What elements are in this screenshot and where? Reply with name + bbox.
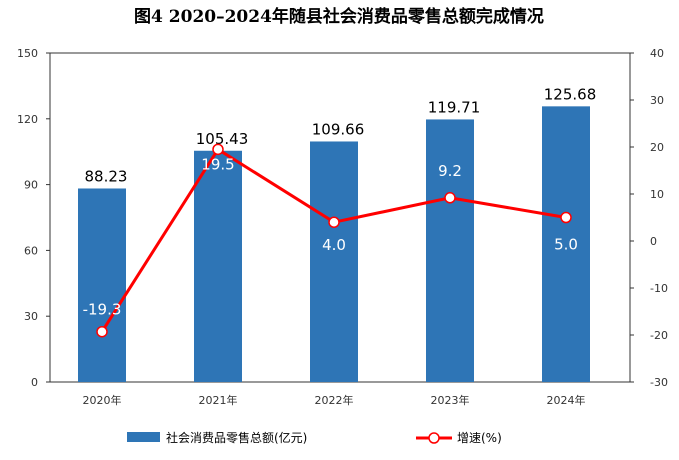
legend-line-marker bbox=[428, 432, 440, 444]
right-axis-tick-label: 10 bbox=[650, 188, 664, 201]
line-data-label: 4.0 bbox=[322, 236, 346, 254]
bar-data-label: 125.68 bbox=[544, 85, 597, 103]
legend: 社会消费品零售总额(亿元) 增速(%) bbox=[127, 430, 502, 445]
right-axis-tick-label: 30 bbox=[650, 94, 664, 107]
bar bbox=[426, 119, 474, 382]
legend-bar-label: 社会消费品零售总额(亿元) bbox=[166, 430, 307, 445]
x-axis-tick-label: 2021年 bbox=[199, 393, 238, 407]
bar-data-label: 109.66 bbox=[312, 120, 365, 138]
left-axis-tick-label: 0 bbox=[31, 376, 38, 389]
left-axis-tick-label: 90 bbox=[24, 179, 38, 192]
left-axis-tick-label: 60 bbox=[24, 244, 38, 257]
x-axis-tick-label: 2022年 bbox=[315, 393, 354, 407]
line-data-label: 19.5 bbox=[201, 155, 234, 173]
x-axis-tick-label: 2024年 bbox=[547, 393, 586, 407]
left-axis-tick-label: 150 bbox=[17, 47, 38, 60]
bar-data-label: 119.71 bbox=[428, 98, 481, 116]
left-axis-tick-label: 30 bbox=[24, 310, 38, 323]
bar bbox=[194, 150, 242, 382]
bar bbox=[78, 188, 126, 382]
right-axis-tick-label: 40 bbox=[650, 47, 664, 60]
right-axis-tick-label: -10 bbox=[650, 282, 668, 295]
legend-bar-swatch bbox=[127, 432, 160, 442]
bar-data-label: 105.43 bbox=[196, 130, 249, 148]
line-point bbox=[212, 143, 224, 156]
line-point bbox=[328, 216, 340, 228]
left-axis-tick-label: 120 bbox=[17, 113, 38, 126]
right-axis-tick-label: 20 bbox=[650, 141, 664, 154]
line-data-label: 5.0 bbox=[554, 236, 578, 254]
bar bbox=[542, 106, 590, 383]
line-data-label: 9.2 bbox=[438, 162, 462, 180]
chart-title: 图4 2020–2024年随县社会消费品零售总额完成情况 bbox=[134, 6, 544, 27]
x-axis-tick-label: 2020年 bbox=[83, 393, 122, 407]
line-point bbox=[560, 211, 572, 224]
line-point bbox=[96, 325, 108, 338]
legend-line-label: 增速(%) bbox=[457, 431, 502, 445]
x-axis-tick-label: 2023年 bbox=[431, 393, 470, 407]
right-axis-tick-label: 0 bbox=[650, 235, 657, 248]
bar-data-label: 88.23 bbox=[85, 167, 128, 185]
line-point bbox=[444, 192, 456, 204]
bar bbox=[310, 141, 358, 382]
right-axis-tick-label: -20 bbox=[650, 329, 668, 342]
right-axis-tick-label: -30 bbox=[650, 376, 668, 389]
line-data-label: -19.3 bbox=[83, 301, 122, 319]
